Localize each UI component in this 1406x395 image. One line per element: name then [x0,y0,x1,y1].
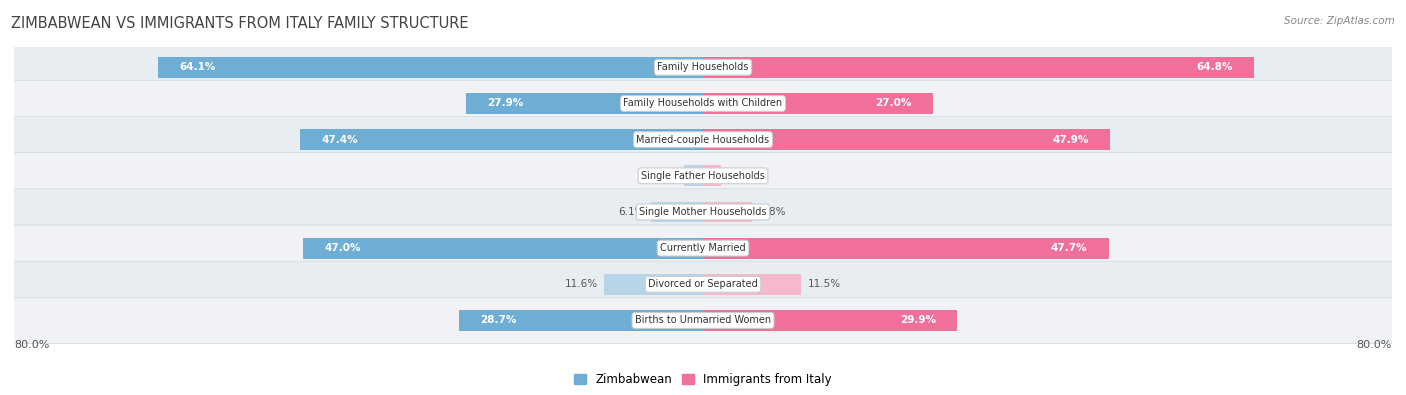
Text: 28.7%: 28.7% [481,316,516,325]
Bar [605,274,703,295]
Bar [458,310,703,331]
Text: Married-couple Households: Married-couple Households [637,135,769,145]
Text: ZIMBABWEAN VS IMMIGRANTS FROM ITALY FAMILY STRUCTURE: ZIMBABWEAN VS IMMIGRANTS FROM ITALY FAMI… [11,16,468,31]
Bar [703,57,1254,78]
Bar [651,201,703,222]
Text: Family Households with Children: Family Households with Children [623,98,783,109]
Text: 80.0%: 80.0% [1357,340,1392,350]
FancyBboxPatch shape [4,297,1402,344]
Text: 64.1%: 64.1% [179,62,215,72]
FancyBboxPatch shape [4,117,1402,163]
Text: 27.9%: 27.9% [486,98,523,109]
Text: 6.1%: 6.1% [617,207,644,217]
Text: 29.9%: 29.9% [900,316,936,325]
FancyBboxPatch shape [4,44,1402,90]
Bar [703,238,1109,258]
FancyBboxPatch shape [4,261,1402,307]
Text: Divorced or Separated: Divorced or Separated [648,279,758,289]
FancyBboxPatch shape [4,153,1402,199]
FancyBboxPatch shape [4,189,1402,235]
FancyBboxPatch shape [4,225,1402,271]
Bar [685,166,703,186]
Text: 47.0%: 47.0% [325,243,361,253]
Text: Single Father Households: Single Father Households [641,171,765,181]
Bar [299,129,703,150]
Bar [304,238,703,258]
Text: 47.4%: 47.4% [321,135,357,145]
Bar [465,93,703,114]
Bar [703,129,1111,150]
Bar [703,93,932,114]
Legend: Zimbabwean, Immigrants from Italy: Zimbabwean, Immigrants from Italy [571,370,835,390]
Text: 47.9%: 47.9% [1053,135,1090,145]
Text: 47.7%: 47.7% [1050,243,1087,253]
Text: Births to Unmarried Women: Births to Unmarried Women [636,316,770,325]
Bar [703,274,801,295]
Bar [703,310,957,331]
Text: Source: ZipAtlas.com: Source: ZipAtlas.com [1284,16,1395,26]
Text: 64.8%: 64.8% [1197,62,1233,72]
Text: Family Households: Family Households [658,62,748,72]
Text: 5.8%: 5.8% [759,207,786,217]
Text: Single Mother Households: Single Mother Households [640,207,766,217]
FancyBboxPatch shape [4,80,1402,126]
Text: 80.0%: 80.0% [14,340,49,350]
Bar [703,166,721,186]
Text: 11.6%: 11.6% [564,279,598,289]
Text: 27.0%: 27.0% [875,98,911,109]
Bar [157,57,703,78]
Text: 2.2%: 2.2% [651,171,678,181]
Text: 11.5%: 11.5% [807,279,841,289]
Text: 2.1%: 2.1% [728,171,754,181]
Text: Currently Married: Currently Married [661,243,745,253]
Bar [703,201,752,222]
